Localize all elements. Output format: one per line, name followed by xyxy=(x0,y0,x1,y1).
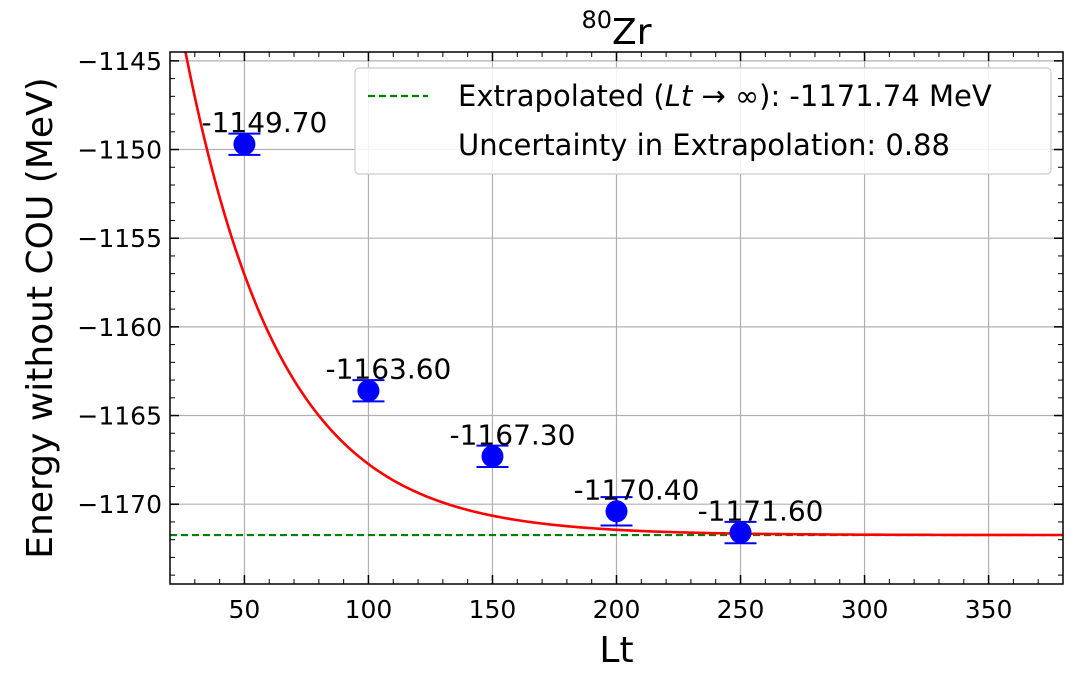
legend-entry-prefix: Extrapolated ( xyxy=(458,79,665,113)
legend-entry-uncertainty: Uncertainty in Extrapolation: 0.88 xyxy=(458,128,950,162)
y-tick-label: −1150 xyxy=(77,136,162,165)
data-label: -1163.60 xyxy=(325,353,451,386)
fit-layer xyxy=(184,52,1063,537)
data-labels: -1149.70 -1163.60 -1167.30 -1170.40-1171.60 xyxy=(201,106,823,527)
data-point xyxy=(605,500,628,523)
legend: Extrapolated (Lt → ∞): -1171.74 MeV Unce… xyxy=(354,67,1052,175)
y-tick-label: −1145 xyxy=(77,47,162,76)
legend-entry-arrow: → ∞ xyxy=(692,79,759,113)
data-points xyxy=(228,132,757,545)
y-tick-label: −1170 xyxy=(77,490,162,519)
legend-entry-extrapolated: Extrapolated (Lt → ∞): -1171.74 MeV xyxy=(458,79,992,113)
x-axis-title: Lt xyxy=(599,630,633,671)
x-tick-label: 300 xyxy=(841,595,889,624)
y-tick-label: −1160 xyxy=(77,313,162,342)
x-tick-label: 350 xyxy=(965,595,1013,624)
legend-entry-suffix: ): -1171.74 MeV xyxy=(759,79,992,113)
data-point xyxy=(729,521,752,544)
legend-box xyxy=(354,67,1052,175)
x-tick-label: 100 xyxy=(345,595,393,624)
data-label: -1167.30 xyxy=(450,418,576,451)
data-label: -1149.70 xyxy=(201,106,327,139)
y-tick-label: −1165 xyxy=(77,402,162,431)
tick-labels: 50 100 150 200 250 300 350 −1145 −1150 −1155 −1160… xyxy=(77,47,1012,624)
x-tick-label: 250 xyxy=(717,595,765,624)
legend-entry-italic: Lt xyxy=(665,79,694,113)
data-point xyxy=(233,133,256,156)
y-tick-label: −1155 xyxy=(77,224,162,253)
y-axis-title: Energy without COU (MeV) xyxy=(20,77,61,558)
x-tick-label: 50 xyxy=(229,595,261,624)
title-element: Zr xyxy=(612,12,652,53)
data-label: -1171.60 xyxy=(698,495,824,528)
data-label: -1170.40 xyxy=(574,473,700,506)
fit-curve xyxy=(184,52,1063,537)
chart-title: 80Zr xyxy=(581,6,651,53)
x-tick-label: 150 xyxy=(469,595,517,624)
data-point xyxy=(357,379,380,402)
data-point xyxy=(481,445,504,468)
title-superscript: 80 xyxy=(581,6,612,34)
x-tick-label: 200 xyxy=(593,595,641,624)
axis-ticks xyxy=(170,52,1063,584)
